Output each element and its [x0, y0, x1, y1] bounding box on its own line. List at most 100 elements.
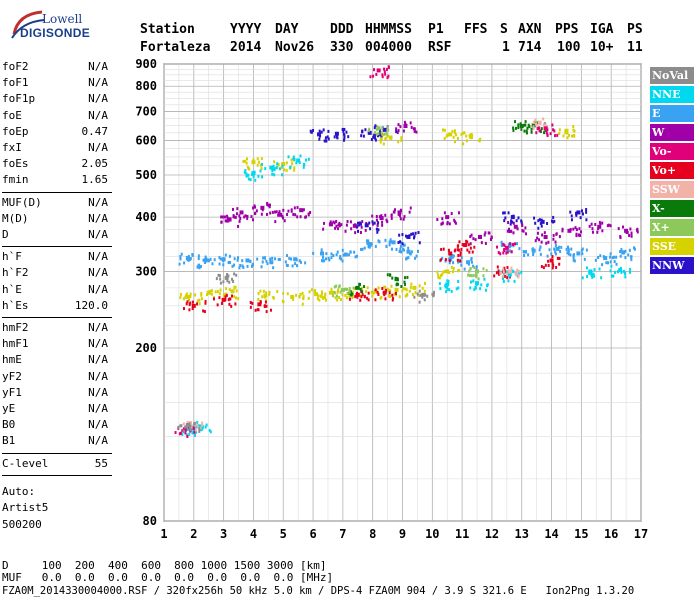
header-col-ddd: DDD — [330, 22, 354, 37]
param-value: N/A — [88, 250, 108, 264]
param-name: D — [2, 228, 9, 241]
echo-speckle — [228, 288, 231, 292]
echo-speckle — [628, 234, 631, 238]
y-tick-label: 800 — [135, 79, 157, 93]
echo-speckle — [522, 229, 525, 233]
echo-speckle — [536, 124, 539, 128]
echo-speckle — [440, 222, 443, 226]
echo-speckle — [189, 428, 192, 432]
echo-speckle — [451, 129, 454, 133]
echo-speckle — [325, 298, 328, 302]
echo-speckle — [397, 282, 400, 286]
echo-speckle — [397, 123, 400, 127]
echo-speckle — [590, 222, 593, 226]
header-value: 1 — [502, 40, 510, 55]
echo-speckle — [395, 127, 398, 131]
echo-speckle — [397, 212, 400, 216]
param-name: M(D) — [2, 211, 29, 225]
echo-speckle — [452, 254, 455, 258]
header-col-yyyy: YYYY — [230, 22, 262, 37]
echo-speckle — [322, 296, 325, 300]
echo-speckle — [460, 263, 463, 267]
echo-speckle — [609, 260, 612, 264]
echo-speckle — [377, 132, 380, 136]
echo-speckle — [360, 287, 363, 291]
echo-speckle — [342, 129, 345, 133]
echo-speckle — [259, 300, 262, 304]
echo-speckle — [228, 254, 231, 258]
echo-speckle — [257, 174, 260, 178]
echo-speckle — [376, 125, 379, 129]
echo-speckle — [228, 280, 231, 284]
echo-speckle — [345, 287, 348, 291]
echo-speckle — [457, 211, 460, 215]
param-name: h`F — [2, 250, 22, 264]
echo-speckle — [622, 269, 625, 273]
echo-speckle — [183, 261, 186, 265]
echo-speckle — [542, 123, 545, 127]
echo-speckle — [222, 280, 225, 284]
echo-speckle — [281, 173, 284, 177]
echo-speckle — [186, 292, 189, 296]
echo-speckle — [418, 289, 421, 293]
echo-speckle — [580, 248, 583, 252]
echo-speckle — [610, 264, 613, 268]
data-point — [543, 235, 548, 240]
echo-speckle — [262, 289, 265, 293]
echo-speckle — [378, 215, 381, 219]
echo-speckle — [369, 75, 372, 79]
echo-speckle — [388, 240, 391, 244]
echo-speckle — [256, 257, 259, 261]
data-point — [513, 224, 518, 229]
param-row-hes: h`Es 120.0 — [2, 299, 108, 314]
echo-speckle — [211, 262, 214, 266]
echo-speckle — [408, 210, 411, 214]
echo-speckle — [549, 132, 552, 136]
echo-speckle — [276, 162, 279, 166]
data-point — [448, 251, 453, 256]
echo-speckle — [569, 227, 572, 231]
echo-speckle — [361, 130, 364, 134]
echo-speckle — [188, 432, 191, 436]
sidebar-divider — [2, 191, 112, 193]
echo-speckle — [200, 293, 203, 297]
echo-speckle — [539, 122, 542, 126]
echo-speckle — [569, 253, 572, 257]
echo-speckle — [552, 215, 555, 219]
echo-speckle — [382, 133, 385, 137]
echo-speckle — [453, 218, 456, 222]
echo-speckle — [469, 242, 472, 246]
echo-speckle — [457, 244, 460, 248]
y-tick-label: 80 — [143, 514, 157, 528]
param-row-mufd: MUF(D) N/A — [2, 196, 108, 211]
echo-speckle — [264, 295, 267, 299]
echo-speckle — [268, 205, 271, 209]
echo-speckle — [301, 209, 304, 213]
param-value: N/A — [88, 434, 108, 448]
echo-speckle — [525, 232, 528, 236]
echo-speckle — [523, 254, 526, 258]
echo-speckle — [221, 215, 224, 219]
header-value: 714 — [518, 40, 542, 55]
echo-speckle — [274, 220, 277, 224]
echo-speckle — [239, 216, 242, 220]
echo-speckle — [181, 429, 184, 433]
echo-speckle — [564, 131, 567, 135]
param-row-hf2: h`F2 N/A — [2, 266, 108, 281]
echo-speckle — [208, 290, 211, 294]
echo-speckle — [332, 254, 335, 258]
echo-speckle — [518, 272, 521, 276]
echo-speckle — [570, 218, 573, 222]
echo-speckle — [411, 293, 414, 297]
echo-speckle — [337, 289, 340, 293]
echo-speckle — [361, 293, 364, 297]
data-point — [403, 124, 408, 129]
echo-speckle — [444, 269, 447, 273]
param-name: MUF(D) — [2, 195, 42, 209]
echo-speckle — [570, 247, 573, 251]
data-point — [343, 252, 348, 257]
echo-speckle — [320, 290, 323, 294]
echo-speckle — [398, 295, 401, 299]
echo-speckle — [292, 155, 295, 159]
param-row-foep: foEp 0.47 — [2, 125, 108, 140]
